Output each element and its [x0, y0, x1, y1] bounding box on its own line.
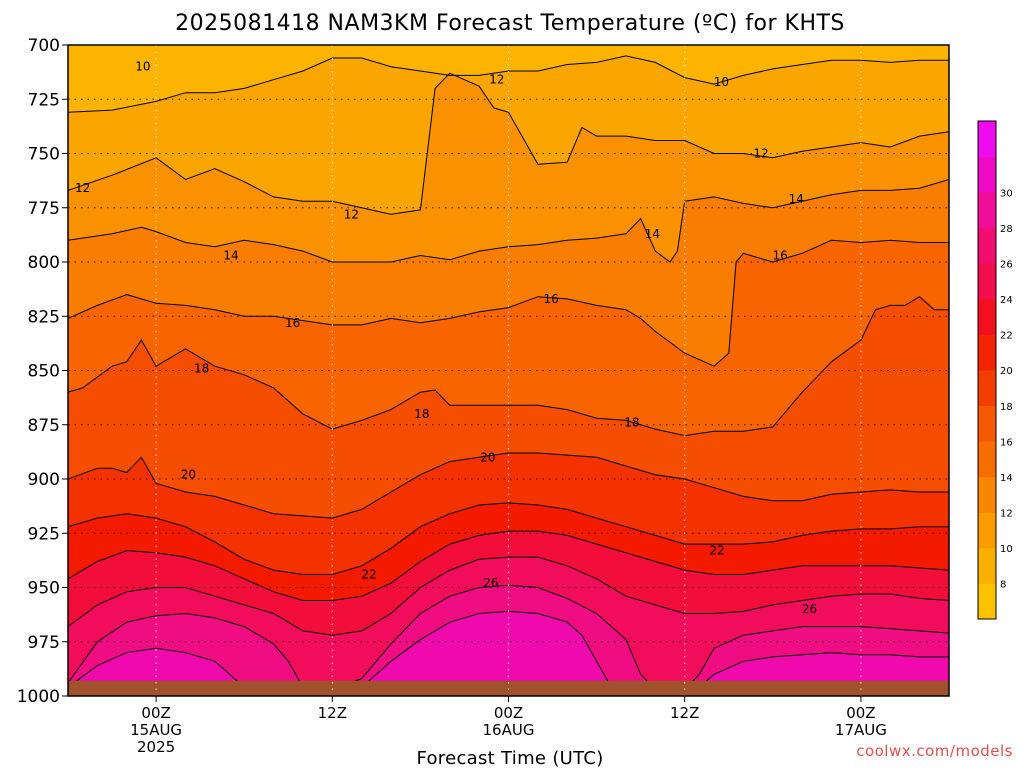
colorbar-label: 10 [1000, 544, 1013, 555]
colorbar-swatch [978, 512, 996, 549]
x-axis-label: Forecast Time (UTC) [416, 748, 603, 768]
x-tick-label: 15AUG [130, 721, 182, 739]
contour-10 [68, 55, 949, 113]
contour-label: 18 [624, 416, 639, 430]
y-tick-label: 775 [28, 199, 60, 219]
x-tick-label: 00Z [141, 704, 170, 722]
colorbar-swatch [978, 583, 996, 620]
y-axis: 700 725 750 775 800 825 850 875 900 925 950 975 1000 [17, 36, 68, 707]
contour-label: 14 [645, 227, 660, 241]
y-tick-label: 875 [28, 416, 60, 436]
ground-surface [68, 680, 949, 696]
credit-text: coolwx.com/models [856, 742, 1013, 760]
contour-14 [68, 179, 949, 263]
colorbar-swatch [978, 334, 996, 371]
colorbar-label: 26 [1000, 260, 1013, 271]
colorbar-frame [977, 120, 997, 620]
colorbar-swatch [978, 405, 996, 442]
colorbar-label: 18 [1000, 402, 1013, 413]
contour-28 [68, 584, 949, 691]
contour-label: 12 [344, 207, 359, 221]
colorbar-label: 30 [1000, 188, 1013, 199]
contour-label: 14 [789, 192, 804, 206]
y-tick-label: 925 [28, 524, 60, 544]
x-tick-label: 00Z [846, 704, 875, 722]
band-30 [68, 611, 949, 696]
contour-18 [68, 296, 949, 437]
colorbar-swatch [978, 156, 996, 193]
contour-label: 16 [773, 248, 788, 262]
colorbar-swatch [978, 298, 996, 335]
contour-16 [68, 239, 949, 367]
colorbar-label: 12 [1000, 509, 1013, 520]
contour-label: 22 [709, 544, 724, 558]
contour-label: 26 [483, 576, 498, 590]
colorbar-swatch [978, 192, 996, 229]
contour-label: 20 [480, 450, 495, 464]
y-tick-label: 900 [28, 470, 60, 490]
contour-label: 12 [489, 73, 504, 87]
y-tick-label: 1000 [17, 687, 60, 707]
chart-title: 2025081418 NAM3KM Forecast Temperature (… [175, 11, 845, 36]
colorbar-swatch [978, 263, 996, 300]
x-tick-label: 16AUG [483, 721, 535, 739]
colorbar-swatch [978, 547, 996, 584]
contour-label: 18 [194, 361, 209, 375]
x-tick-label: 2025 [137, 738, 175, 756]
y-tick-label: 850 [28, 362, 60, 382]
colorbar-swatch [978, 370, 996, 407]
contour-label: 16 [285, 316, 300, 330]
colorbar: 8 10 12 14 16 18 20 22 24 26 28 30 [977, 120, 1013, 620]
contour-label: 14 [223, 248, 238, 262]
colorbar-label: 16 [1000, 437, 1013, 448]
y-tick-label: 975 [28, 633, 60, 653]
y-tick-label: 750 [28, 145, 60, 165]
x-tick-label: 00Z [494, 704, 523, 722]
colorbar-swatch [978, 476, 996, 513]
contour-30 [68, 610, 949, 688]
contour-label: 10 [135, 60, 150, 74]
y-tick-label: 950 [28, 579, 60, 599]
contour-26 [68, 556, 949, 636]
contour-label: 26 [802, 602, 817, 616]
contour-20 [68, 452, 949, 519]
y-tick-label: 700 [28, 36, 60, 56]
contour-label: 22 [361, 567, 376, 581]
x-tick-label: 12Z [318, 704, 347, 722]
contour-label: 12 [753, 147, 768, 161]
contour-24 [68, 530, 949, 601]
y-tick-label: 825 [28, 307, 60, 327]
colorbar-label: 20 [1000, 366, 1013, 377]
colorbar-swatch [978, 121, 996, 158]
y-tick-label: 800 [28, 253, 60, 273]
contour-label: 18 [414, 407, 429, 421]
plot-area: 10 12 12 12 10 12 14 14 14 16 16 16 18 18 18 20 20 22 22 26… [67, 44, 950, 697]
contour-label: 20 [181, 468, 196, 482]
y-tick-label: 725 [28, 90, 60, 110]
colorbar-label: 28 [1000, 224, 1013, 235]
colorbar-label: 14 [1000, 473, 1013, 484]
x-tick-label: 12Z [670, 704, 699, 722]
colorbar-swatch [978, 227, 996, 264]
x-tick-label: 17AUG [835, 721, 887, 739]
colorbar-label: 22 [1000, 331, 1013, 342]
contour-label: 12 [75, 181, 90, 195]
contour-label: 10 [714, 75, 729, 89]
contour-12 [68, 72, 949, 215]
colorbar-label: 8 [1000, 580, 1006, 591]
colorbar-label: 24 [1000, 295, 1013, 306]
contour-label: 16 [543, 292, 558, 306]
contour-22 [68, 502, 949, 575]
colorbar-swatch [978, 441, 996, 478]
